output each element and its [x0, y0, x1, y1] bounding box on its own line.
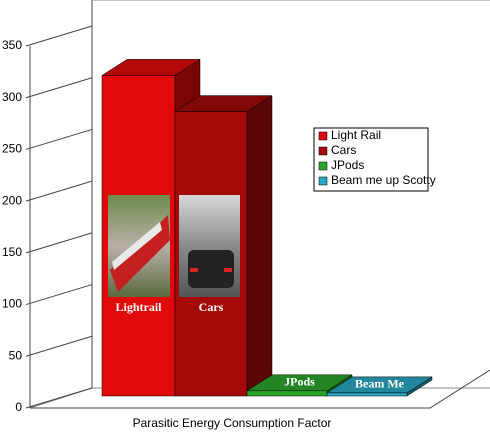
bar: [326, 376, 433, 397]
grid-line: [25, 284, 93, 306]
grid-line: [25, 25, 93, 47]
grid-line: [25, 387, 93, 409]
y-tick-label: 100: [2, 297, 22, 311]
y-tick-label: 0: [15, 400, 22, 414]
legend-label: Cars: [331, 143, 356, 157]
photo-car: [188, 250, 234, 288]
grid-line: [25, 77, 93, 99]
grid-line: [25, 335, 93, 357]
y-tick-label: 50: [9, 348, 23, 362]
y-tick-label: 300: [2, 90, 22, 104]
y-tick-label: 250: [2, 142, 22, 156]
legend-swatch: [318, 146, 328, 156]
bars: [101, 58, 433, 397]
axes: [25, 0, 490, 409]
bar-label: JPods: [284, 375, 315, 389]
grid-line: [25, 128, 93, 150]
y-tick-label: 200: [2, 193, 22, 207]
legend-box: [313, 127, 429, 192]
grid-line: [25, 180, 93, 202]
bar-label: Cars: [199, 300, 224, 314]
legend-label: Beam me up Scotty: [331, 173, 436, 187]
y-tick-label: 150: [2, 245, 22, 259]
legend-swatch: [318, 131, 328, 141]
floor-front: [30, 369, 490, 409]
photo-train-window: [112, 222, 162, 270]
y-tick-label: 350: [2, 38, 22, 52]
bar-front: [246, 390, 328, 397]
photos: [108, 195, 240, 297]
bar-front: [326, 392, 408, 397]
photo-car-light: [190, 268, 198, 272]
bar-side: [246, 95, 273, 397]
bar-label: Beam Me: [355, 377, 405, 391]
x-axis-label: Parasitic Energy Consumption Factor: [133, 416, 332, 430]
bar-label: Lightrail: [115, 300, 162, 314]
legend-swatch: [318, 161, 328, 171]
grid-line: [25, 232, 93, 254]
legend-label: JPods: [331, 158, 364, 172]
legend-swatch: [318, 176, 328, 186]
photo-car-light: [224, 268, 232, 272]
legend-label: Light Rail: [331, 128, 381, 142]
